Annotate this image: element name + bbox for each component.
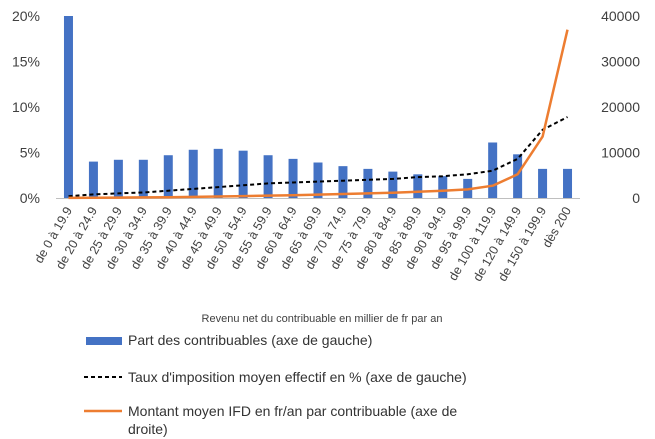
bar xyxy=(213,148,223,198)
bar xyxy=(263,155,273,198)
legend-label-share: Part des contribuables (axe de gauche) xyxy=(128,332,373,348)
bar xyxy=(338,166,348,198)
y-left-tick-label: 5% xyxy=(20,145,40,161)
bar xyxy=(513,154,523,198)
bar xyxy=(288,158,298,198)
y-left-tick-label: 20% xyxy=(12,8,40,24)
y-right-tick-label: 30000 xyxy=(601,54,640,70)
legend-swatch-dashed-line xyxy=(84,376,122,378)
bar xyxy=(488,142,498,198)
bar xyxy=(88,161,98,198)
legend-label-tax-rate: Taux d'imposition moyen effectif en % (a… xyxy=(128,369,467,385)
bar xyxy=(163,155,173,198)
y-left-tick-label: 0% xyxy=(20,190,40,206)
bar xyxy=(563,168,573,198)
bar xyxy=(63,16,73,198)
bar xyxy=(313,162,323,198)
bar xyxy=(238,150,248,198)
y-right-tick-label: 40000 xyxy=(601,8,640,24)
y-left-tick-label: 15% xyxy=(12,54,40,70)
legend-swatch-orange-line xyxy=(84,409,122,413)
y-right-tick-label: 20000 xyxy=(601,99,640,115)
legend-label-ifd-amount: Montant moyen IFD en fr/an par contribua… xyxy=(128,403,458,437)
y-right-tick-label: 10000 xyxy=(601,145,640,161)
bar xyxy=(438,176,448,198)
bar xyxy=(138,159,148,198)
series-line-tax-rate xyxy=(68,116,568,198)
bar xyxy=(113,159,123,198)
x-axis-title: Revenu net du contribuable en millier de… xyxy=(202,313,443,325)
bar xyxy=(413,174,423,198)
bar xyxy=(388,171,398,198)
legend-swatch-bar xyxy=(86,337,122,345)
y-right-tick-label: 0 xyxy=(632,190,640,206)
y-left-tick-label: 10% xyxy=(12,99,40,115)
bar xyxy=(363,168,373,198)
bar xyxy=(188,149,198,198)
series-line-ifd-amount xyxy=(68,29,569,200)
bar xyxy=(538,168,548,198)
